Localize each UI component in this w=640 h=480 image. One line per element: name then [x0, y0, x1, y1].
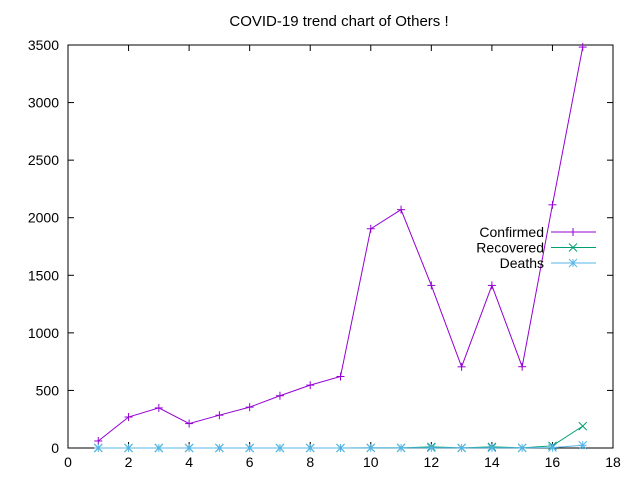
data-point-deaths [517, 443, 527, 453]
data-point-deaths [487, 443, 497, 453]
data-point-deaths [578, 440, 588, 450]
legend-marker-confirmed [569, 228, 577, 236]
data-point-recovered [578, 421, 588, 431]
data-point-deaths [154, 443, 164, 453]
x-tick-label: 16 [545, 454, 561, 470]
y-tick-label: 2500 [28, 152, 59, 168]
data-point-deaths [93, 443, 103, 453]
x-tick-label: 18 [605, 454, 621, 470]
data-point-confirmed [548, 200, 557, 209]
legend-label-confirmed: Confirmed [479, 224, 544, 240]
data-point-confirmed [457, 362, 466, 371]
legend-label-deaths: Deaths [500, 255, 544, 271]
data-point-confirmed [518, 362, 527, 371]
data-point-deaths [124, 443, 133, 453]
data-point-confirmed [245, 403, 254, 412]
x-tick-label: 8 [306, 454, 314, 470]
data-point-deaths [184, 443, 194, 453]
x-tick-label: 2 [125, 454, 133, 470]
data-point-deaths [396, 443, 406, 453]
data-point-confirmed [487, 281, 496, 290]
y-tick-label: 2000 [28, 210, 59, 226]
y-tick-label: 1000 [28, 325, 59, 341]
y-tick-label: 500 [36, 382, 60, 398]
data-point-confirmed [94, 436, 103, 445]
data-point-deaths [215, 443, 224, 453]
data-point-confirmed [578, 43, 587, 52]
data-point-deaths [305, 443, 315, 453]
data-point-deaths [457, 443, 466, 453]
x-tick-label: 10 [363, 454, 379, 470]
data-point-confirmed [185, 419, 194, 428]
y-tick-label: 1500 [28, 267, 59, 283]
legend-marker-deaths [568, 258, 578, 268]
chart-title: COVID-19 trend chart of Others ! [229, 13, 448, 30]
data-point-confirmed [336, 372, 345, 381]
data-point-confirmed [397, 205, 406, 214]
data-point-deaths [275, 443, 285, 453]
x-tick-label: 12 [424, 454, 440, 470]
data-point-confirmed [275, 391, 284, 400]
plot-area [93, 43, 588, 453]
data-point-deaths [245, 443, 255, 453]
y-tick-label: 3000 [28, 95, 59, 111]
legend-marker-recovered [568, 243, 578, 252]
data-point-deaths [366, 443, 376, 453]
data-point-confirmed [366, 224, 375, 233]
x-tick-label: 4 [185, 454, 193, 470]
data-point-deaths [426, 443, 436, 453]
y-tick-label: 0 [51, 440, 59, 456]
x-tick-label: 6 [246, 454, 254, 470]
data-point-confirmed [124, 413, 133, 422]
legend-label-recovered: Recovered [476, 240, 544, 256]
data-point-confirmed [427, 281, 436, 290]
y-tick-label: 3500 [28, 37, 59, 53]
data-point-deaths [548, 443, 557, 453]
data-point-confirmed [215, 411, 224, 420]
data-point-confirmed [306, 381, 315, 390]
x-tick-label: 14 [484, 454, 500, 470]
x-tick-label: 0 [64, 454, 72, 470]
data-point-deaths [336, 443, 345, 453]
data-point-confirmed [154, 403, 163, 412]
